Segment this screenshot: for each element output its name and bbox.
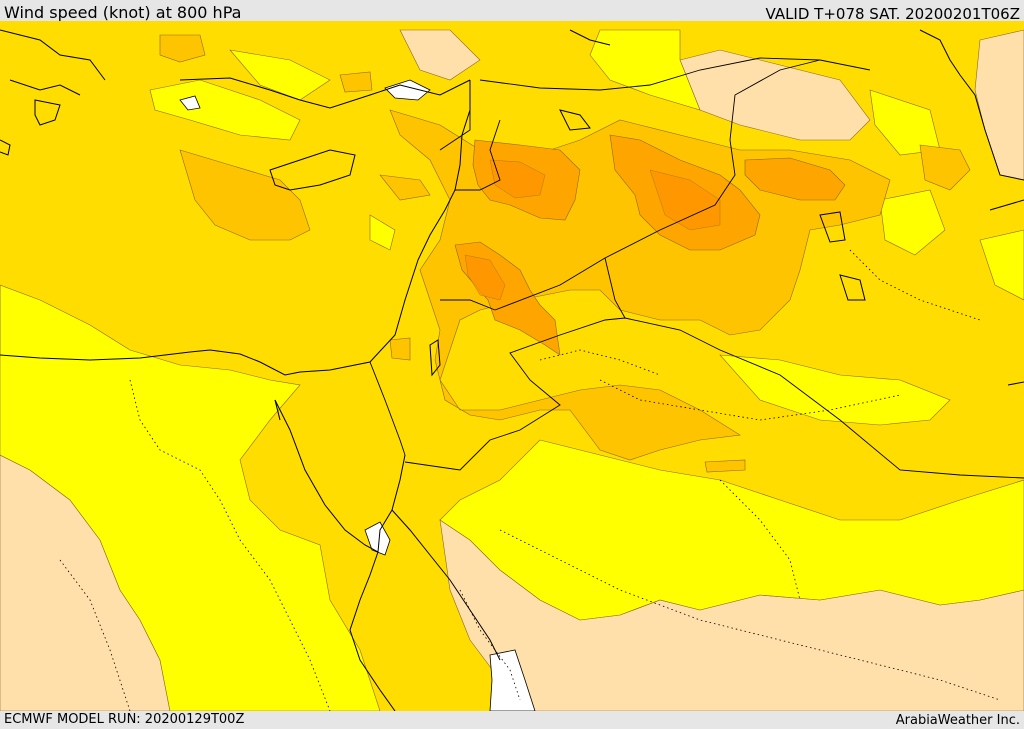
footer-bar: ECMWF MODEL RUN: 20200129T00Z ArabiaWeat… <box>0 711 1024 729</box>
header-bar: Wind speed (knot) at 800 hPa VALID T+078… <box>0 0 1024 23</box>
admin-boundaries <box>59 249 1001 711</box>
coastlines <box>0 29 1024 711</box>
band-highest-regions <box>464 159 721 301</box>
country-borders <box>369 57 1024 479</box>
wind-speed-map <box>0 21 1024 711</box>
credit: ArabiaWeather Inc. <box>895 713 1020 728</box>
map-title: Wind speed (knot) at 800 hPa <box>4 3 242 22</box>
band-low-regions <box>0 29 1024 711</box>
valid-time: VALID T+078 SAT. 20200201T06Z <box>765 5 1020 23</box>
model-run: ECMWF MODEL RUN: 20200129T00Z <box>4 712 245 727</box>
sea-patches <box>179 79 536 711</box>
